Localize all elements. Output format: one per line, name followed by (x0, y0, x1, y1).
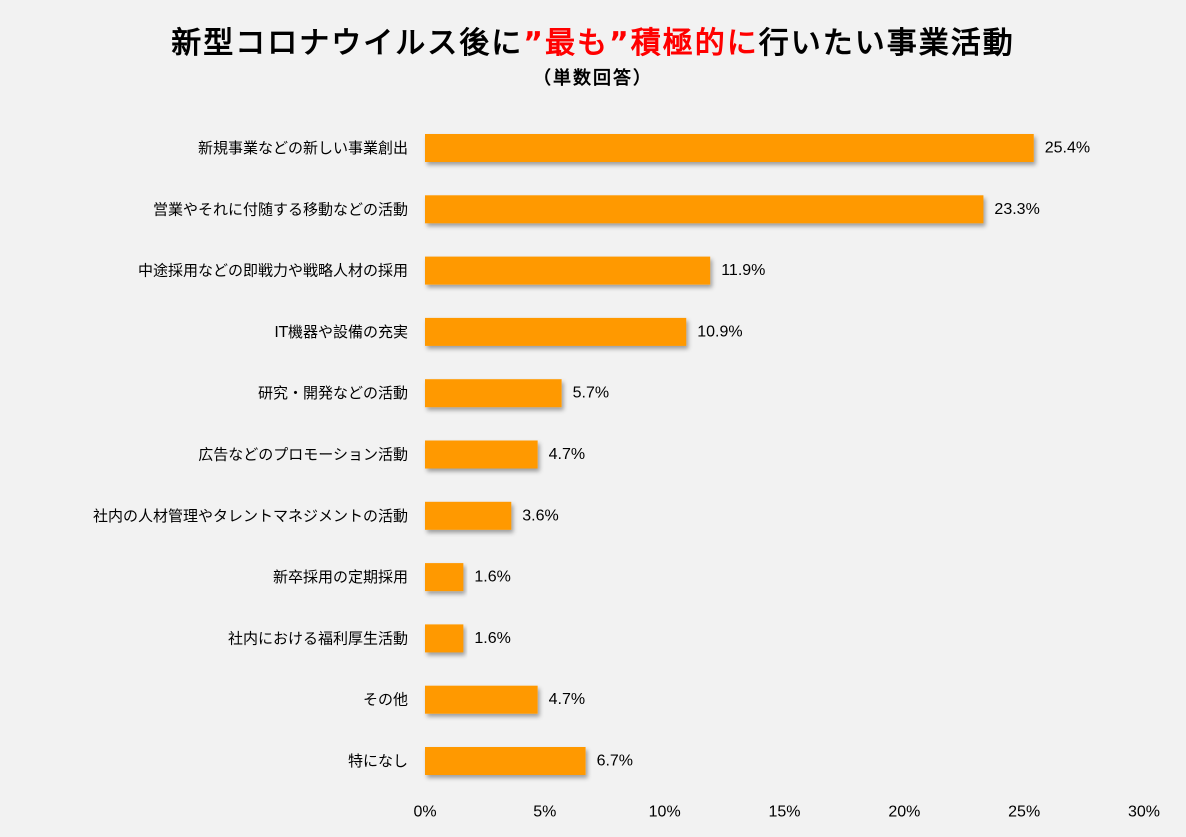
category-label: 営業やそれに付随する移動などの活動 (153, 200, 408, 218)
data-label: 23.3% (994, 201, 1039, 218)
x-tick-label: 15% (768, 804, 800, 821)
data-label: 10.9% (697, 323, 742, 340)
data-label: 1.6% (474, 630, 510, 647)
x-tick-label: 10% (649, 804, 681, 821)
bar (425, 685, 538, 714)
data-label: 11.9% (721, 262, 765, 279)
category-label: 社内の人材管理やタレントマネジメントの活動 (93, 507, 408, 525)
bars-group (425, 134, 1034, 775)
data-label: 3.6% (522, 507, 558, 524)
category-label: 新卒採用の定期採用 (273, 568, 408, 586)
category-label: 特になし (348, 752, 408, 770)
x-tick-label: 0% (413, 804, 436, 821)
category-label: IT機器や設備の充実 (274, 323, 408, 341)
data-label: 4.7% (549, 691, 585, 708)
category-label: 新規事業などの新しい事業創出 (198, 139, 408, 157)
chart-subtitle: （単数回答） (533, 68, 653, 89)
category-label: 社内における福利厚生活動 (228, 629, 408, 647)
category-label: その他 (363, 691, 408, 709)
bar (425, 747, 586, 775)
category-labels: 新規事業などの新しい事業創出営業やそれに付随する移動などの活動中途採用などの即戦… (93, 139, 408, 770)
chart-title-highlight: ”最も”積極的に (523, 26, 759, 61)
data-label: 1.6% (474, 569, 510, 586)
bar (425, 317, 687, 346)
chart-title-part2: 行いたい事業活動 (758, 26, 1015, 61)
data-label: 4.7% (549, 446, 585, 463)
chart-title: 新型コロナウイルス後に”最も”積極的に行いたい事業活動 (0, 18, 1186, 62)
data-label: 6.7% (597, 753, 633, 770)
data-label: 5.7% (573, 385, 609, 402)
x-tick-label: 20% (888, 804, 920, 821)
category-label: 広告などのプロモーション活動 (198, 446, 408, 464)
bar (425, 379, 562, 408)
bar (425, 501, 512, 530)
value-labels: 25.4% 23.3% 11.9% 10.9% 5.7% 4.7% 3.6% 1.6% 1.6%… (474, 140, 1090, 770)
x-axis-ticks: 0% 5% 10% 15% 20% 25% 30% (413, 804, 1160, 821)
bar (425, 440, 538, 469)
chart-title-part1: 新型コロナウイルス後に (171, 26, 524, 61)
category-label: 中途採用などの即戦力や戦略人材の採用 (138, 262, 408, 280)
bar (425, 195, 984, 224)
bar (425, 134, 1034, 162)
bar (425, 624, 464, 653)
x-tick-label: 25% (1008, 804, 1040, 821)
bar (425, 256, 711, 285)
category-label: 研究・開発などの活動 (258, 384, 408, 402)
x-tick-label: 30% (1128, 804, 1160, 821)
data-label: 25.4% (1045, 140, 1090, 157)
x-tick-label: 5% (533, 804, 556, 821)
bar (425, 563, 464, 592)
